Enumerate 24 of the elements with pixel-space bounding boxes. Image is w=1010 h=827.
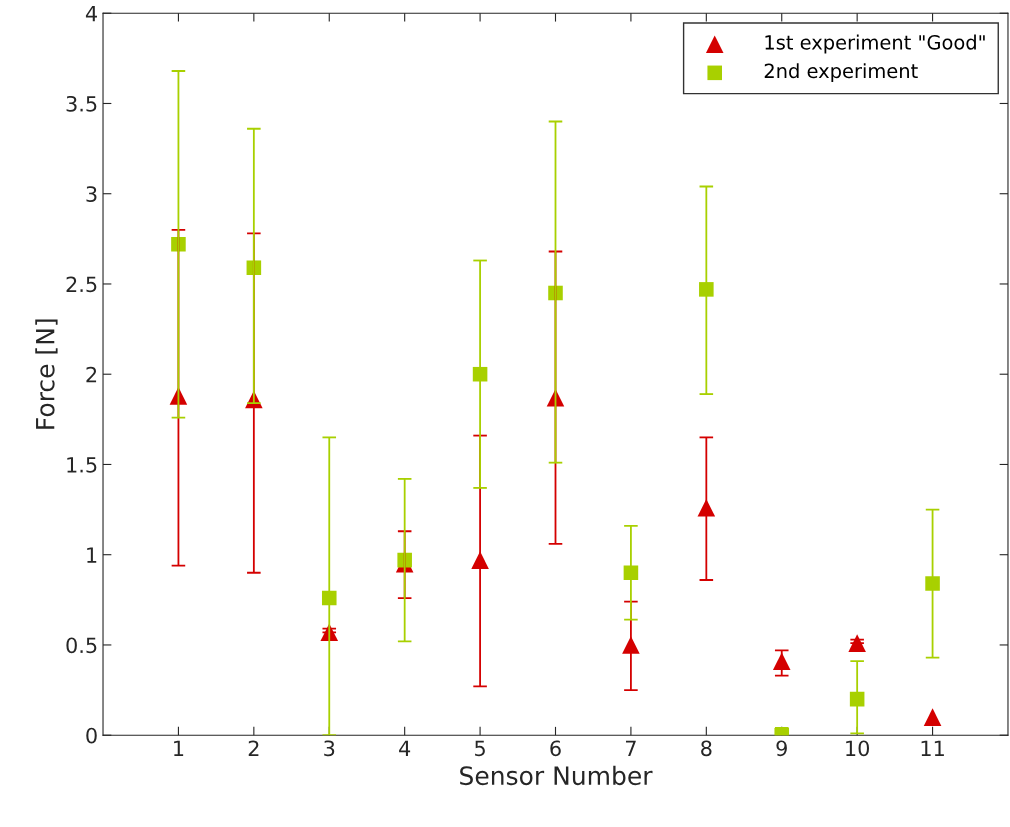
x-tick-label: 4 xyxy=(399,740,411,756)
legend-label: 1st experiment "Good" xyxy=(765,34,985,54)
y-tick-label: 0 xyxy=(86,727,97,744)
x-tick-label: 11 xyxy=(921,740,944,756)
y-tick-label: 3 xyxy=(86,186,97,202)
x-tick-label: 5 xyxy=(475,740,485,757)
y-tick-label: 1.5 xyxy=(67,457,97,473)
y-axis-title: Force [N] xyxy=(35,319,58,429)
legend-label: 2nd experiment xyxy=(764,63,918,82)
x-axis-title: Sensor Number xyxy=(460,765,653,786)
y-tick-label: 2 xyxy=(86,366,97,383)
x-tick-label: 7 xyxy=(625,740,636,756)
x-tick-label: 9 xyxy=(776,740,787,757)
y-tick-label: 2.5 xyxy=(66,276,97,293)
x-tick-label: 3 xyxy=(324,740,335,757)
y-tick-label: 1 xyxy=(87,547,97,563)
x-tick-label: 2 xyxy=(248,740,259,756)
x-tick-label: 10 xyxy=(846,740,870,757)
y-tick-label: 3.5 xyxy=(66,95,97,112)
y-tick-label: 0.5 xyxy=(66,637,97,654)
x-tick-label: 1 xyxy=(174,740,184,756)
x-tick-label: 6 xyxy=(550,740,561,757)
x-tick-label: 8 xyxy=(701,740,712,757)
y-tick-label: 4 xyxy=(85,5,97,22)
